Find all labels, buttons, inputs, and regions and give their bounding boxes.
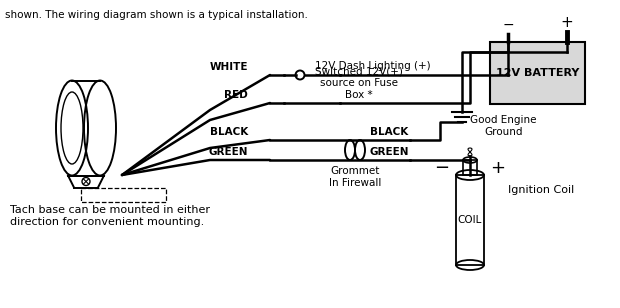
Text: 12V BATTERY: 12V BATTERY (496, 68, 579, 78)
Text: Good Engine
Ground: Good Engine Ground (470, 115, 536, 137)
Text: Grommet
In Firewall: Grommet In Firewall (329, 166, 381, 188)
Text: Switched 12V(+)
source on Fuse
Box *: Switched 12V(+) source on Fuse Box * (315, 67, 403, 100)
Text: shown. The wiring diagram shown is a typical installation.: shown. The wiring diagram shown is a typ… (5, 10, 308, 20)
Text: Ignition Coil: Ignition Coil (508, 185, 574, 195)
Text: +: + (490, 159, 505, 176)
Text: 12V Dash Lighting (+): 12V Dash Lighting (+) (315, 61, 431, 71)
Text: Tach base can be mounted in either
direction for convenient mounting.: Tach base can be mounted in either direc… (10, 205, 210, 227)
Text: BLACK: BLACK (210, 127, 248, 137)
Bar (463, 160, 477, 175)
FancyBboxPatch shape (490, 42, 585, 104)
Text: GREEN: GREEN (370, 147, 409, 157)
Text: BLACK: BLACK (370, 127, 408, 137)
Text: WHITE: WHITE (210, 62, 248, 72)
Text: −: − (435, 159, 449, 176)
Text: GREEN: GREEN (208, 147, 248, 157)
Text: RED: RED (224, 90, 248, 100)
Text: COIL: COIL (458, 215, 482, 225)
Text: −: − (502, 18, 514, 32)
Bar (456, 175, 484, 265)
Text: +: + (560, 15, 574, 30)
Bar (81, 188, 166, 201)
